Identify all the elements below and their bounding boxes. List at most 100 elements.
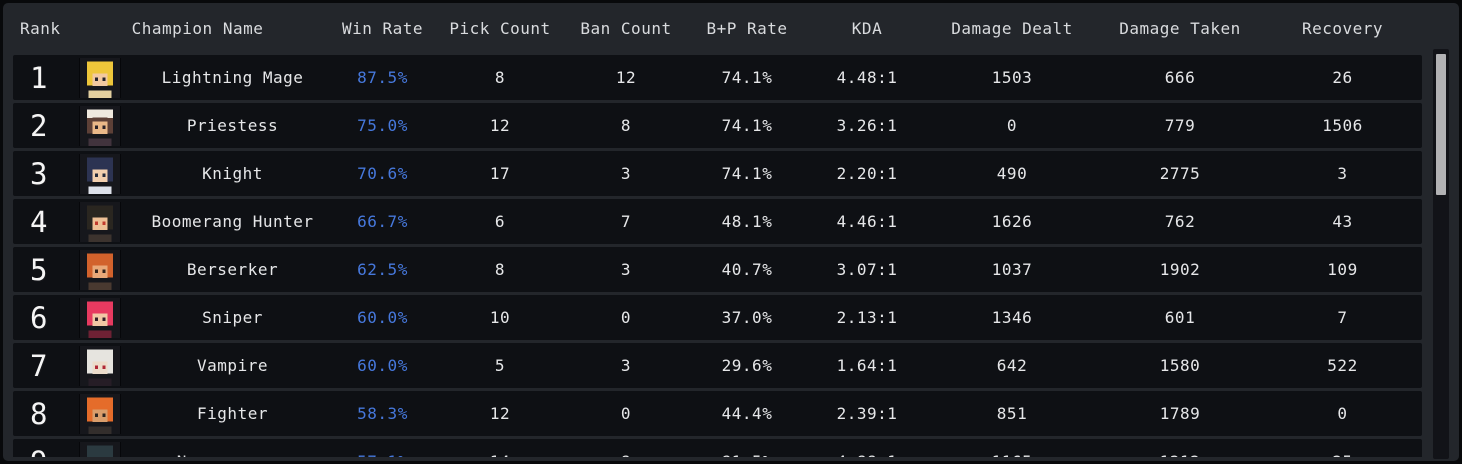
rank-number: 7 <box>30 348 48 383</box>
champion-avatar <box>65 105 135 146</box>
kda: 3.07:1 <box>836 260 898 279</box>
rank-cell: 1 <box>13 61 65 95</box>
champion-avatar <box>65 249 135 290</box>
damage-dealt: 1626 <box>991 212 1033 231</box>
champion-row[interactable]: 1 Lightning Mage 87.5% 8 12 74.1% 4.48:1… <box>13 55 1422 100</box>
scrollbar-thumb[interactable] <box>1436 54 1446 195</box>
bp-rate: 37.0% <box>721 308 773 327</box>
champion-name: Boomerang Hunter <box>151 212 314 231</box>
rank-cell: 2 <box>13 109 65 143</box>
champion-row[interactable]: 2 Priestess 75.0% 12 8 74.1% 3.26:1 0 77… <box>13 103 1422 148</box>
rank-number: 6 <box>30 300 48 335</box>
win-rate: 58.3% <box>357 404 408 423</box>
champion-avatar <box>65 153 135 194</box>
ban-count: 7 <box>620 212 632 231</box>
lightning-mage-portrait-icon <box>79 57 121 98</box>
champion-name: Necromancer <box>135 452 330 457</box>
kda: 4.88:1 <box>807 452 927 457</box>
bp-rate: 40.7% <box>721 260 773 279</box>
pick-count: 5 <box>494 356 506 375</box>
header-ban-count: Ban Count <box>580 18 672 38</box>
ban-count: 3 <box>620 356 632 375</box>
champion-row[interactable]: 4 Boomerang Hunter 66.7% 6 7 48.1% 4.46:… <box>13 199 1422 244</box>
bp-rate: 44.4% <box>721 404 773 423</box>
bp-rate: 81.5% <box>687 452 807 457</box>
pick-count: 17 <box>489 164 511 183</box>
header-recovery: Recovery <box>1301 18 1384 38</box>
champion-name: Knight <box>202 164 263 183</box>
rank-number: 1 <box>30 60 48 95</box>
damage-taken: 1789 <box>1159 404 1201 423</box>
kda: 4.46:1 <box>836 212 898 231</box>
pick-count: 8 <box>494 68 506 87</box>
champion-name: Berserker <box>186 260 279 279</box>
header-win-rate: Win Rate <box>341 18 424 38</box>
champion-row[interactable]: 8 Fighter 58.3% 12 0 44.4% 2.39:1 851 17… <box>13 391 1422 436</box>
win-rate: 87.5% <box>357 68 408 87</box>
scrollbar-track[interactable] <box>1433 49 1449 459</box>
kda: 2.39:1 <box>836 404 898 423</box>
damage-taken: 762 <box>1164 212 1196 231</box>
priestess-portrait-icon <box>79 105 121 146</box>
necromancer-portrait-icon <box>79 441 121 457</box>
win-rate: 66.7% <box>357 212 408 231</box>
champion-row[interactable]: 6 Sniper 60.0% 10 0 37.0% 2.13:1 1346 60… <box>13 295 1422 340</box>
champion-row[interactable]: 3 Knight 70.6% 17 3 74.1% 2.20:1 490 277… <box>13 151 1422 196</box>
rank-number: 8 <box>30 396 48 431</box>
rank-cell: 8 <box>13 397 65 431</box>
bp-rate: 48.1% <box>721 212 773 231</box>
champion-avatar <box>65 57 135 98</box>
recovery: 25 <box>1263 452 1422 457</box>
rank-cell: 9 <box>13 445 65 458</box>
champion-avatar <box>65 393 135 434</box>
damage-taken: 666 <box>1164 68 1196 87</box>
kda: 1.64:1 <box>836 356 898 375</box>
damage-taken: 2775 <box>1159 164 1201 183</box>
pick-count: 10 <box>489 308 511 327</box>
sniper-portrait-icon <box>79 297 121 338</box>
recovery: 0 <box>1337 404 1348 423</box>
recovery: 7 <box>1337 308 1348 327</box>
kda: 2.13:1 <box>836 308 898 327</box>
ban-count: 8 <box>565 452 687 457</box>
damage-taken: 601 <box>1164 308 1196 327</box>
rank-number: 5 <box>30 252 48 287</box>
vampire-portrait-icon <box>79 345 121 386</box>
damage-dealt: 490 <box>996 164 1028 183</box>
win-rate: 57.1% <box>330 452 435 457</box>
win-rate: 60.0% <box>357 308 408 327</box>
champion-name: Lightning Mage <box>161 68 304 87</box>
champion-name: Priestess <box>186 116 279 135</box>
bp-rate: 74.1% <box>721 116 773 135</box>
ban-count: 0 <box>620 308 632 327</box>
win-rate: 75.0% <box>357 116 408 135</box>
recovery: 109 <box>1327 260 1358 279</box>
champion-name: Vampire <box>197 356 268 375</box>
damage-dealt: 1503 <box>991 68 1033 87</box>
rank-number: 2 <box>30 108 48 143</box>
champion-row[interactable]: 9 Necromancer 57.1% 14 8 81.5% 4.88:1 11… <box>13 439 1422 457</box>
champion-row[interactable]: 7 Vampire 60.0% 5 3 29.6% 1.64:1 642 158… <box>13 343 1422 388</box>
ban-count: 8 <box>620 116 632 135</box>
champion-name: Sniper <box>202 308 263 327</box>
boomerang-hunter-portrait-icon <box>79 201 121 242</box>
pick-count: 14 <box>435 452 565 457</box>
champion-stats-window: Rank Champion Name Win Rate Pick Count B… <box>3 3 1459 461</box>
damage-taken: 1580 <box>1159 356 1201 375</box>
rank-cell: 5 <box>13 253 65 287</box>
pick-count: 12 <box>489 116 511 135</box>
bp-rate: 74.1% <box>721 68 773 87</box>
champion-row[interactable]: 5 Berserker 62.5% 8 3 40.7% 3.07:1 1037 … <box>13 247 1422 292</box>
kda: 4.48:1 <box>836 68 898 87</box>
ban-count: 12 <box>615 68 637 87</box>
ban-count: 3 <box>620 260 632 279</box>
champion-avatar <box>65 201 135 242</box>
kda: 2.20:1 <box>836 164 898 183</box>
win-rate: 70.6% <box>357 164 408 183</box>
kda: 3.26:1 <box>836 116 898 135</box>
champion-name: Fighter <box>197 404 268 423</box>
rank-number: 4 <box>30 204 48 239</box>
damage-taken: 1902 <box>1159 260 1201 279</box>
header-rank: Rank <box>20 18 61 38</box>
rank-number: 3 <box>30 156 48 191</box>
